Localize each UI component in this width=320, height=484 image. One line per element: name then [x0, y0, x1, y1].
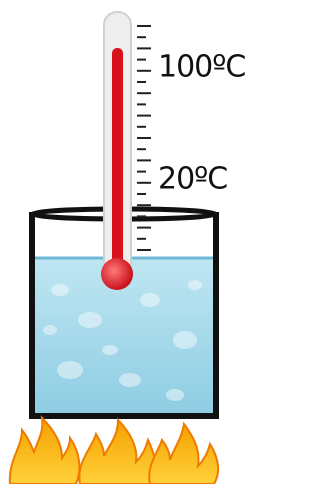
scale-label: 100ºC: [158, 50, 245, 85]
thermometer-bulb: [101, 258, 133, 290]
illustration: 100ºC 20ºC: [0, 0, 250, 484]
mercury-column: [112, 48, 123, 268]
scale-label: 20ºC: [158, 162, 227, 197]
page: 100ºC 20ºC (() => { const data = JSON.pa…: [0, 0, 250, 484]
flames: [10, 418, 218, 484]
